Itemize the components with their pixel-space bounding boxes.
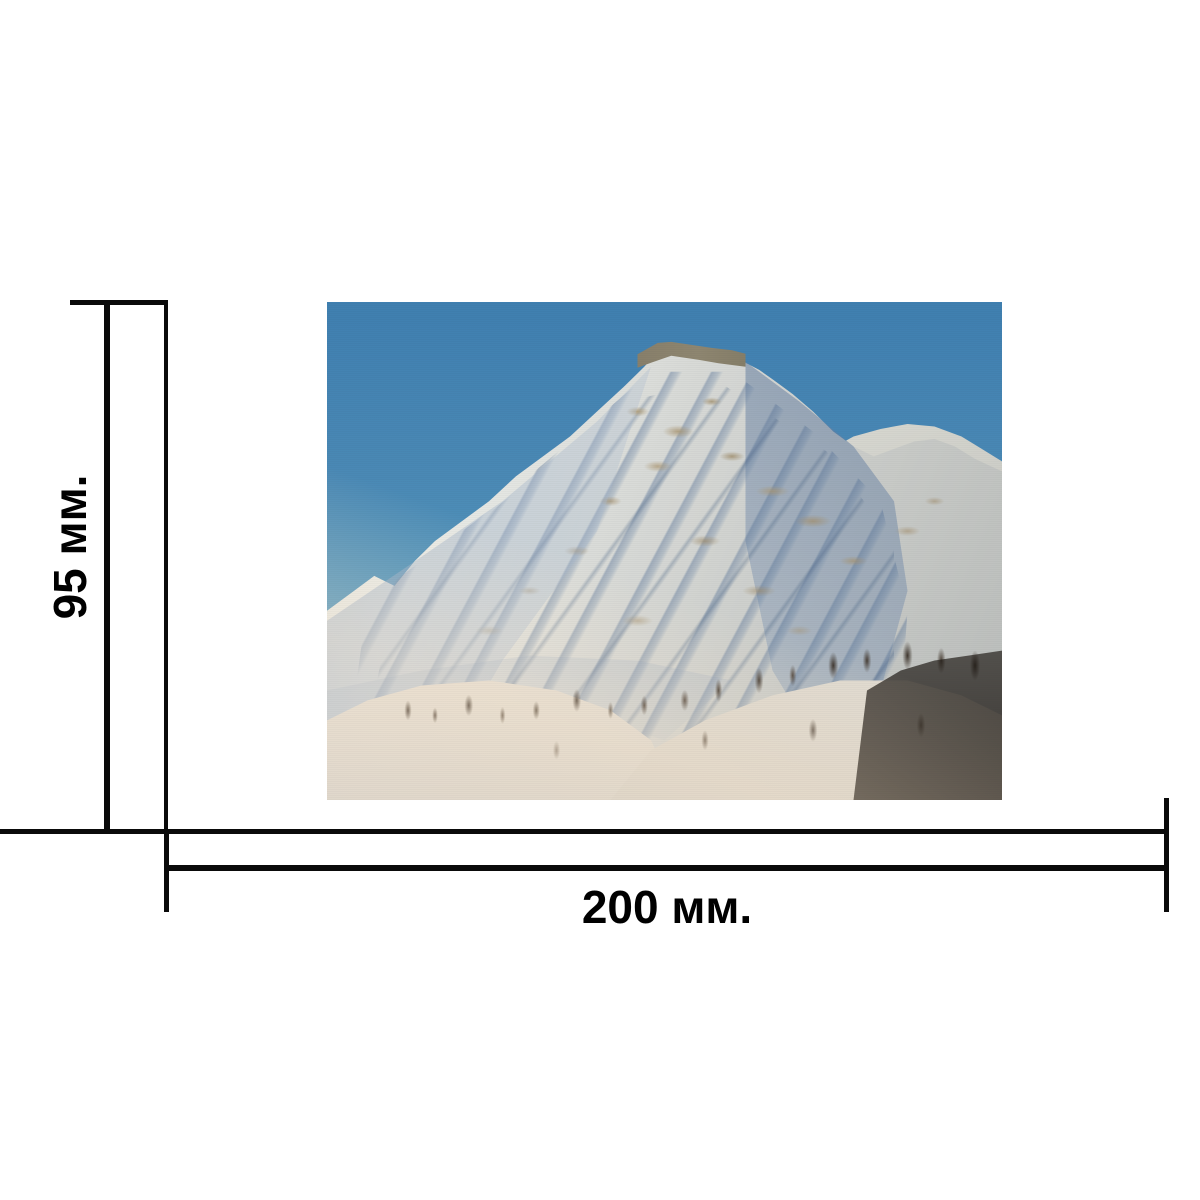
bottom-extension-line: [0, 829, 1168, 834]
mountain-photo: [327, 302, 1002, 800]
width-dimension-label: 200 мм.: [581, 881, 753, 933]
left-extension-line: [164, 300, 168, 912]
height-dimension-tick-top: [70, 300, 167, 305]
width-dimension-line: [166, 865, 1168, 871]
width-dimension-tick-left: [164, 832, 169, 912]
photo-warm-light-wash: [327, 302, 1002, 800]
height-dimension-label: 95 мм.: [44, 474, 96, 620]
photo-grain: [327, 302, 1002, 800]
height-dimension-line: [104, 302, 110, 834]
width-dimension-tick-right: [1164, 798, 1169, 912]
